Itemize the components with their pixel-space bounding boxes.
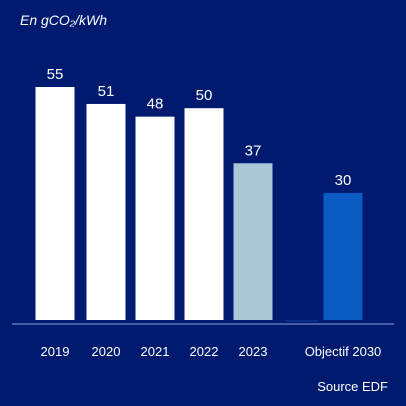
category-label: 2023	[239, 344, 268, 359]
bar-2019	[35, 87, 75, 320]
category-label: 2020	[92, 344, 121, 359]
category-label: 2022	[190, 344, 219, 359]
source-label: Source EDF	[317, 379, 388, 394]
value-label: 55	[47, 66, 64, 83]
value-label: 51	[98, 83, 115, 100]
value-label: 37	[245, 142, 262, 159]
bar-2022	[184, 108, 224, 320]
category-label: 2021	[141, 344, 170, 359]
value-label: 30	[335, 172, 352, 189]
category-label: 2019	[41, 344, 70, 359]
value-label: 48	[147, 96, 164, 113]
bar-2020	[86, 103, 126, 320]
bar-2021	[135, 116, 175, 321]
unit-label: En gCO₂/kWh	[20, 12, 108, 28]
bar-2023	[233, 163, 273, 320]
bar-objectif-2030	[323, 192, 363, 320]
category-label: Objectif 2030	[305, 344, 382, 359]
value-label: 50	[196, 87, 213, 104]
